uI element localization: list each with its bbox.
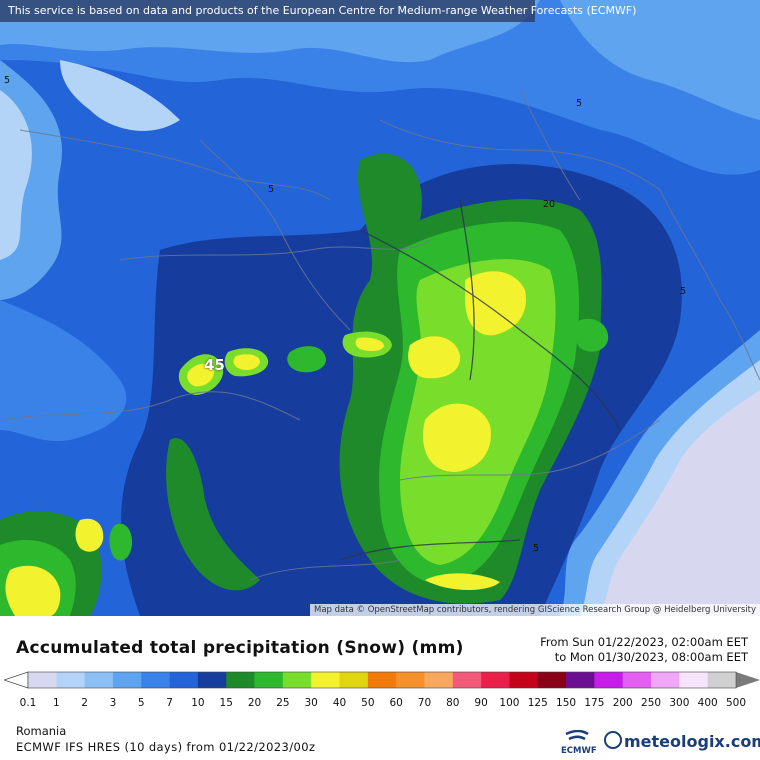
legend-tick-label: 100	[499, 697, 520, 709]
legend-tick-label: 20	[247, 697, 262, 709]
legend-swatch	[651, 672, 680, 688]
legend-swatch	[594, 672, 624, 688]
meteologix-brand-text: meteologix.com	[624, 732, 760, 751]
legend-tick-label: 2	[81, 697, 88, 709]
legend-tick-label: 0.1	[19, 697, 37, 709]
period-to: to Mon 01/30/2023, 08:00am EET	[554, 650, 748, 664]
legend-swatch	[509, 672, 539, 688]
max-value-label: 45	[204, 356, 225, 374]
legend-swatch	[56, 672, 85, 688]
legend-swatch	[197, 672, 227, 688]
legend-swatch	[226, 672, 255, 688]
legend-tick-label: 40	[332, 697, 347, 709]
legend-tick-label: 125	[527, 697, 548, 709]
contour-label: 5	[533, 543, 540, 554]
legend-tick-label: 60	[389, 697, 403, 709]
region-name: Romania	[16, 724, 67, 738]
legend-tick-label: 3	[109, 697, 117, 709]
contour-label: 5	[268, 184, 275, 195]
legend-swatch	[282, 672, 312, 688]
legend-swatch	[254, 672, 284, 688]
meteologix-logo[interactable]: meteologix.com	[604, 731, 760, 751]
legend-tick-label: 300	[669, 697, 690, 709]
legend-tick-label: 200	[612, 697, 633, 709]
legend-swatch	[112, 672, 142, 688]
contour-label: 5	[576, 98, 583, 109]
legend-tick-label: 500	[725, 697, 747, 709]
legend-frame	[27, 671, 737, 689]
precipitation-map[interactable]	[0, 0, 760, 616]
model-run-info: ECMWF IFS HRES (10 days) from 01/22/2023…	[16, 740, 316, 754]
contour-label: 20	[543, 199, 556, 210]
legend-arrow-right	[736, 672, 760, 688]
legend-swatch	[424, 672, 454, 688]
legend-swatch	[566, 672, 595, 688]
legend-tick-label: 80	[446, 697, 460, 709]
ecmwf-logo-icon	[565, 730, 589, 741]
legend-tick-labels: 0.1 1 2 3 5 7 10 15 20 25 30 40 50 60 70 80 90 100 125 150 1…	[0, 697, 760, 711]
legend-swatch	[679, 672, 708, 688]
forecast-period: From Sun 01/22/2023, 02:00am EET to Mon …	[540, 635, 748, 665]
ecmwf-notice-banner: This service is based on data and produc…	[0, 0, 636, 22]
legend-swatch	[28, 672, 57, 688]
legend-tick-label: 90	[474, 697, 488, 709]
legend-swatch	[367, 672, 397, 688]
legend-tick-label: 7	[166, 697, 173, 709]
legend-tick-label: 70	[417, 697, 432, 709]
legend-swatch	[622, 672, 652, 688]
legend-swatch	[396, 672, 425, 688]
legend-tick-label: 25	[276, 697, 290, 709]
map-title: Accumulated total precipitation (Snow) (…	[16, 638, 464, 658]
legend-swatch	[707, 672, 737, 688]
contour-label: 5	[680, 286, 687, 297]
ecmwf-logo-text: ECMWF	[561, 746, 597, 756]
color-legend	[4, 671, 760, 689]
legend-swatch	[452, 672, 482, 688]
legend-swatch	[339, 672, 369, 688]
contour-label: 5	[4, 75, 11, 86]
legend-swatch	[169, 672, 199, 688]
legend-tick-label: 15	[219, 697, 233, 709]
legend-swatch	[537, 672, 567, 688]
legend-tick-label: 400	[697, 697, 718, 709]
legend-tick-label: 5	[137, 697, 145, 709]
period-from: From Sun 01/22/2023, 02:00am EET	[540, 635, 748, 649]
legend-swatch	[481, 672, 510, 688]
legend-tick-label: 250	[641, 697, 662, 709]
legend-swatch	[84, 672, 114, 688]
map-attribution: Map data © OpenStreetMap contributors, r…	[310, 604, 760, 616]
legend-arrow-left	[4, 671, 29, 689]
legend-tick-label: 175	[584, 697, 605, 709]
legend-tick-label: 10	[191, 697, 205, 709]
legend-tick-label: 30	[304, 697, 318, 709]
meteologix-globe-icon	[604, 731, 622, 749]
legend-swatch	[311, 672, 340, 688]
legend-swatch	[141, 672, 170, 688]
legend-tick-label: 50	[361, 697, 375, 709]
legend-tick-label: 1	[52, 697, 60, 709]
legend-tick-label: 150	[556, 697, 577, 709]
